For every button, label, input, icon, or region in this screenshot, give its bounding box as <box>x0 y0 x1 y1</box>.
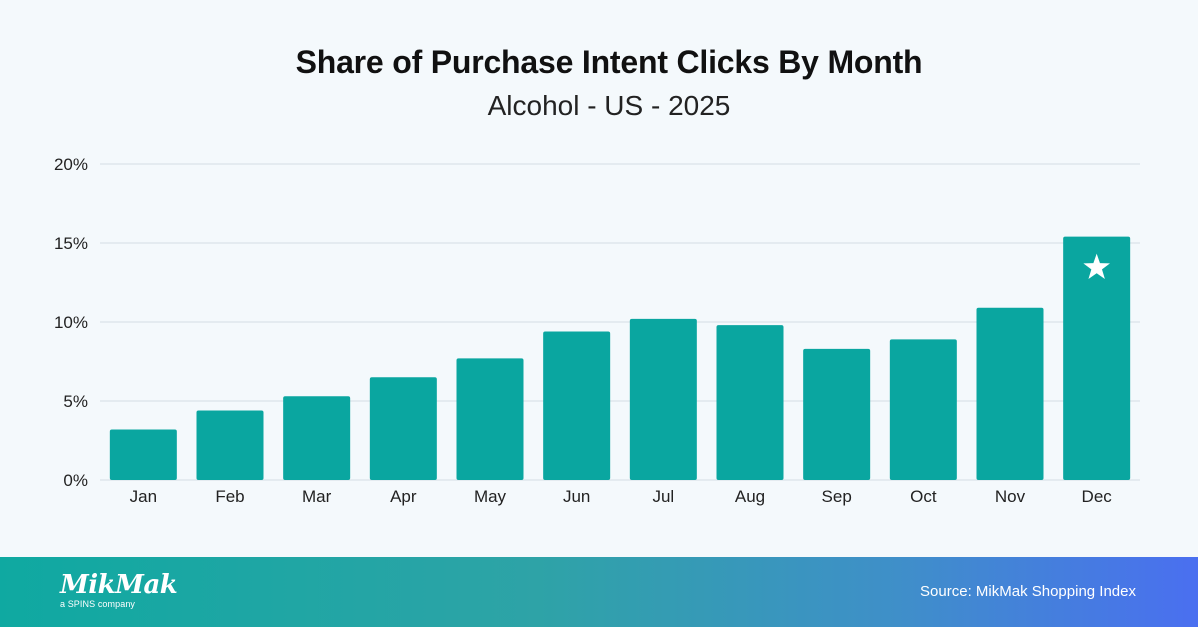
y-axis-ticks: 0% 5% 10% 15% 20% <box>54 155 88 490</box>
bar-may <box>456 358 524 480</box>
gridlines <box>100 163 1140 481</box>
bar-apr <box>369 377 437 480</box>
bar-dec <box>1063 236 1131 480</box>
chart-title: Share of Purchase Intent Clicks By Month <box>295 44 923 80</box>
bar-sep <box>803 348 871 480</box>
x-tick-label: May <box>474 487 507 506</box>
y-tick-label: 10% <box>54 313 88 332</box>
x-tick-label: Aug <box>735 487 765 506</box>
chart-subtitle: Alcohol - US - 2025 <box>487 90 731 121</box>
star-icon <box>1083 253 1110 280</box>
x-tick-label: Jan <box>130 487 157 506</box>
x-tick-label: Sep <box>822 487 852 506</box>
y-tick-label: 15% <box>54 234 88 253</box>
x-tick-label: Oct <box>910 487 937 506</box>
x-tick-label: Mar <box>302 487 332 506</box>
bar-jan <box>109 429 177 480</box>
y-tick-label: 0% <box>63 471 88 490</box>
bar-feb <box>196 410 264 480</box>
x-tick-label: Feb <box>215 487 244 506</box>
x-tick-label: Nov <box>995 487 1026 506</box>
bar-oct <box>889 339 957 480</box>
footer-band: MikMak a SPINS company Source: MikMak Sh… <box>0 557 1198 627</box>
x-tick-label: Dec <box>1082 487 1113 506</box>
source-note: Source: MikMak Shopping Index <box>920 583 1136 600</box>
x-axis-ticks: Jan Feb Mar Apr May Jun Jul Aug Sep Oct Nov Dec <box>130 487 1113 506</box>
bar-jun <box>543 331 611 480</box>
bar-chart: 0% 5% 10% 15% 20% Jan Feb Mar Apr May Jun Jul Aug Se… <box>54 155 1140 506</box>
bar-aug <box>716 325 784 480</box>
y-tick-label: 5% <box>63 392 88 411</box>
x-tick-label: Apr <box>390 487 417 506</box>
bar-mar <box>283 396 351 480</box>
bar-jul <box>629 318 697 480</box>
x-tick-label: Jun <box>563 487 590 506</box>
bar-nov <box>976 307 1044 480</box>
bars <box>109 236 1131 480</box>
mikmak-logo[interactable]: MikMak a SPINS company <box>60 570 178 609</box>
x-tick-label: Jul <box>652 487 674 506</box>
logo-tagline: a SPINS company <box>60 599 136 609</box>
logo-wordmark: MikMak <box>60 570 178 600</box>
y-tick-label: 20% <box>54 155 88 174</box>
